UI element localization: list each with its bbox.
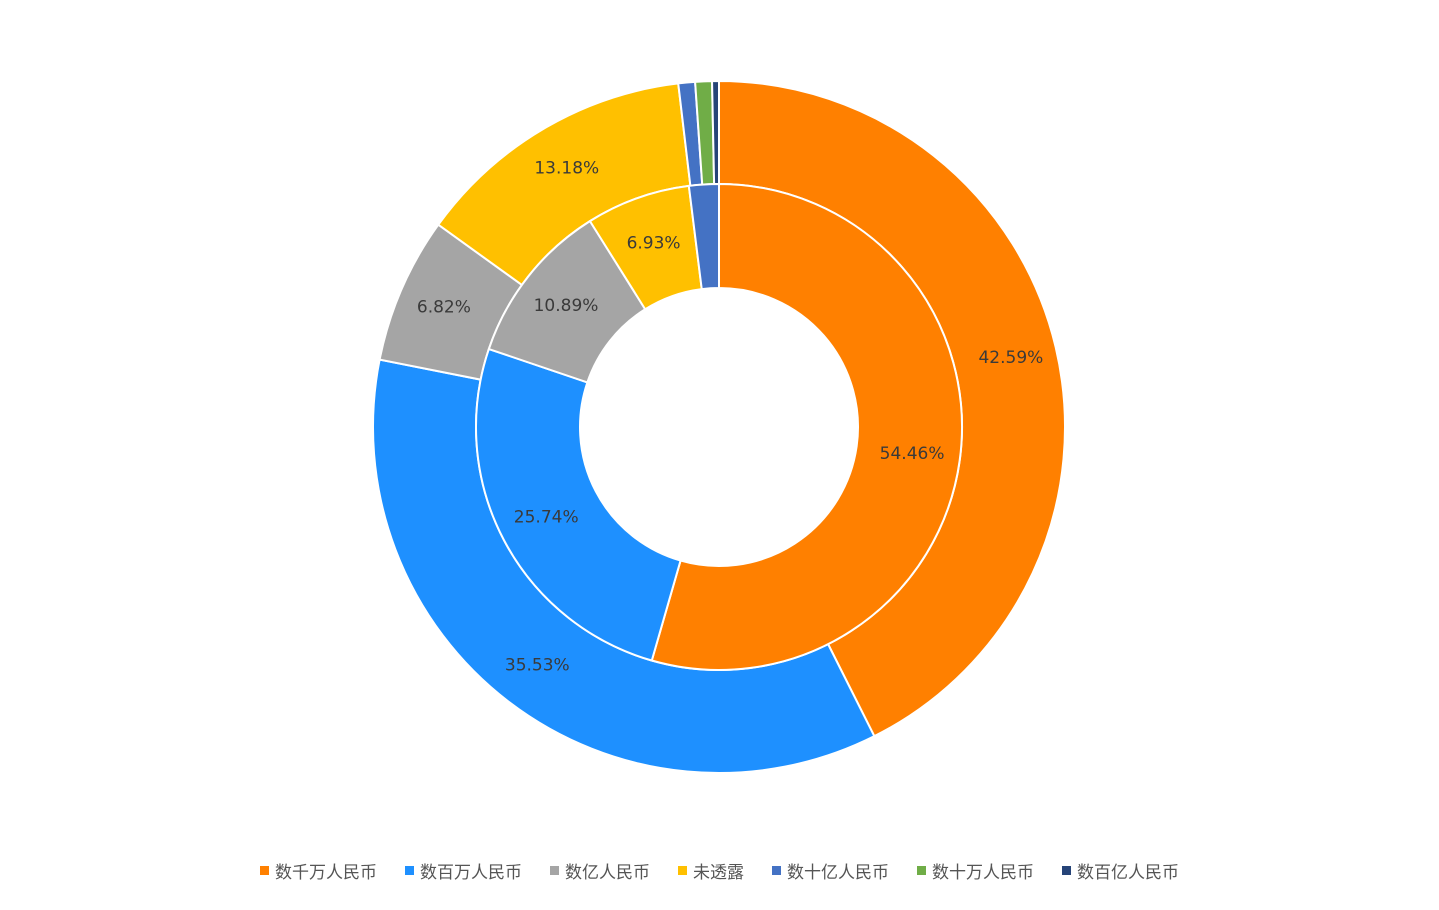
inner-slice-label-1: 25.74% xyxy=(514,507,579,527)
inner-slice-label-3: 6.93% xyxy=(627,233,681,253)
legend-label: 数百亿人民币 xyxy=(1077,863,1179,883)
legend-label: 未透露 xyxy=(693,863,744,883)
inner-slice-label-0: 54.46% xyxy=(880,444,945,464)
legend-swatch xyxy=(405,866,414,875)
legend-item: 数百亿人民币 xyxy=(1062,858,1179,883)
slice-labels: 54.46% 25.74% 10.89% 6.93% 42.59% 35.53% 6.82%… xyxy=(417,158,1043,675)
legend-item: 未透露 xyxy=(678,858,744,883)
legend-item: 数千万人民币 xyxy=(260,858,377,883)
legend-swatch xyxy=(1062,866,1071,875)
legend-item: 数亿人民币 xyxy=(550,858,650,883)
inner-ring xyxy=(475,182,963,671)
legend-swatch xyxy=(678,866,687,875)
legend-label: 数亿人民币 xyxy=(565,863,650,883)
legend-label: 数千万人民币 xyxy=(275,863,377,883)
outer-slice-label-2: 6.82% xyxy=(417,297,471,317)
outer-slice-label-1: 35.53% xyxy=(505,656,570,676)
outer-slice-label-0: 42.59% xyxy=(978,348,1043,368)
legend-swatch xyxy=(260,866,269,875)
legend-swatch xyxy=(550,866,559,875)
legend-swatch xyxy=(772,866,781,875)
inner-slice-1 xyxy=(475,347,682,662)
inner-slice-4 xyxy=(687,182,720,291)
legend-item: 数百万人民币 xyxy=(405,858,522,883)
inner-slice-0 xyxy=(650,182,963,671)
inner-slice-label-2: 10.89% xyxy=(534,296,599,316)
legend-item: 数十万人民币 xyxy=(917,858,1034,883)
outer-slice-label-3: 13.18% xyxy=(534,158,599,178)
legend-label: 数百万人民币 xyxy=(420,863,522,883)
legend-swatch xyxy=(917,866,926,875)
legend: 数千万人民币 数百万人民币 数亿人民币 未透露 数十亿人民币 数十万人民币 数百亿人民币 xyxy=(0,858,1439,883)
legend-label: 数十亿人民币 xyxy=(787,863,889,883)
legend-item: 数十亿人民币 xyxy=(772,858,889,883)
outer-slice-6 xyxy=(711,79,720,186)
legend-label: 数十万人民币 xyxy=(932,863,1034,883)
